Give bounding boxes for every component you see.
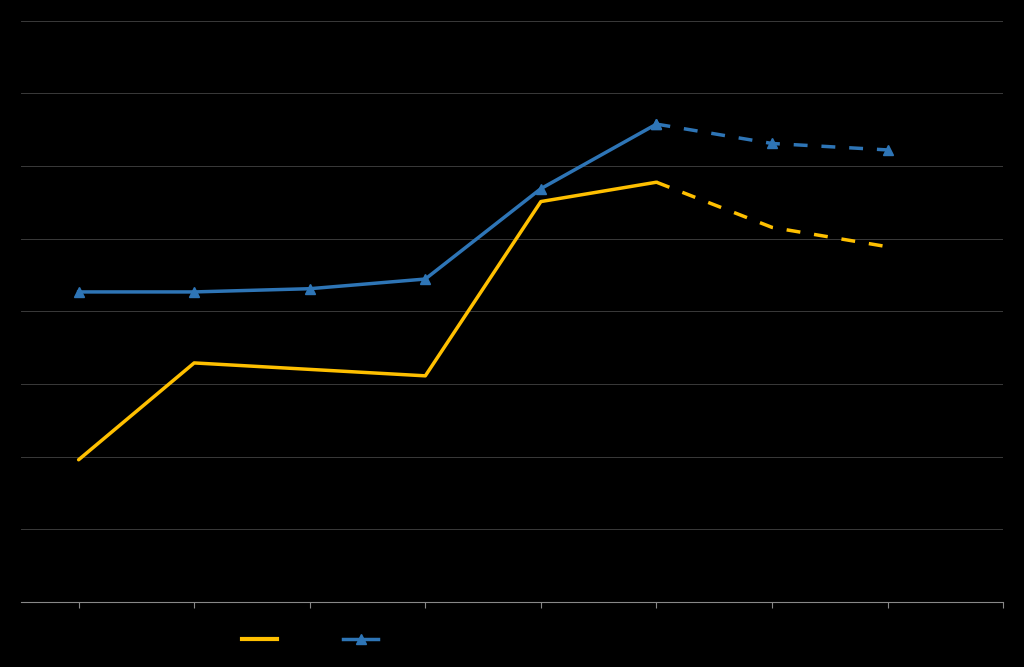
Legend: , : ,	[237, 628, 394, 653]
